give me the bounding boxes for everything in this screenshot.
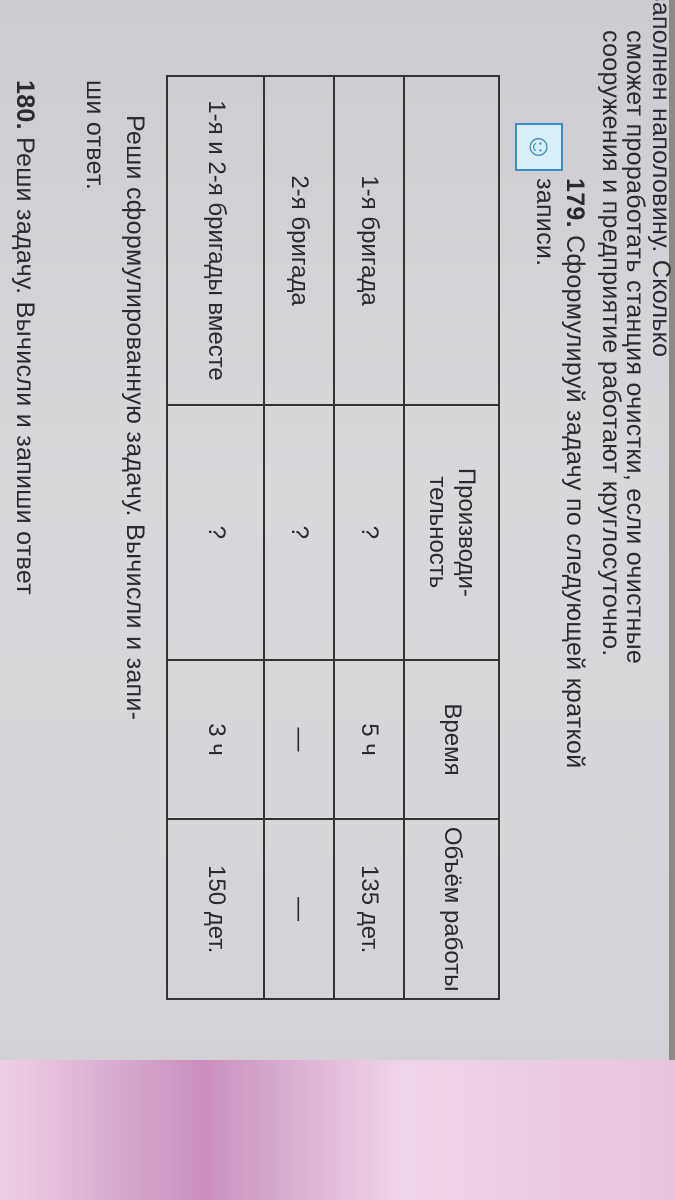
- table-row: 1-я бригада ? 5 ч 135 дет.: [334, 76, 404, 999]
- task-text: Сформулируй задачу по следующей краткой: [561, 235, 589, 769]
- background-fabric: [0, 1060, 675, 1200]
- table-header-row: Производи-тельность Время Объём работы: [404, 76, 499, 999]
- cell: 150 дет.: [167, 819, 264, 999]
- cell: 5 ч: [334, 659, 404, 820]
- task-number: 179.: [561, 178, 589, 228]
- thinking-child-icon: ☺: [515, 123, 563, 171]
- cell: 135 дет.: [334, 819, 404, 999]
- table-row: 2-я бригада ? — —: [264, 76, 334, 999]
- table-row: 1-я и 2-я бригады вместе ? 3 ч 150 дет.: [167, 76, 264, 999]
- cell: ?: [334, 405, 404, 660]
- header-cell: [404, 76, 499, 406]
- cell: 3 ч: [167, 659, 264, 820]
- header-cell: Время: [404, 659, 499, 820]
- header-cell: Объём работы: [404, 819, 499, 999]
- header-cell: Производи-тельность: [404, 405, 499, 660]
- cell: 2-я бригада: [264, 76, 334, 406]
- task-179-heading: 179. Сформулируй задачу по следующей кра…: [560, 178, 589, 769]
- cell: ?: [264, 405, 334, 660]
- cell: 1-я бригада: [334, 76, 404, 406]
- task-number: 180.: [11, 80, 39, 130]
- cell: —: [264, 659, 334, 820]
- task-179-instruction-2: ши ответ.: [81, 80, 109, 191]
- task-179-heading-2: записи.: [531, 178, 559, 267]
- task-179-instruction-1: Реши сформулированную задачу. Вычисли и …: [121, 115, 149, 721]
- cell: 1-я и 2-я бригады вместе: [167, 76, 264, 406]
- cell: ?: [167, 405, 264, 660]
- cell: —: [264, 819, 334, 999]
- prev-task-line-1: заполнен наполовину. Сколько: [647, 0, 675, 358]
- short-record-table: Производи-тельность Время Объём работы 1…: [166, 75, 500, 1000]
- prev-task-line-3: сооружения и предприятие работают кругло…: [597, 30, 625, 657]
- task-180: 180. Реши задачу. Вычисли и запиши ответ: [10, 80, 39, 595]
- task-text: Реши задачу. Вычисли и запиши ответ: [11, 137, 39, 595]
